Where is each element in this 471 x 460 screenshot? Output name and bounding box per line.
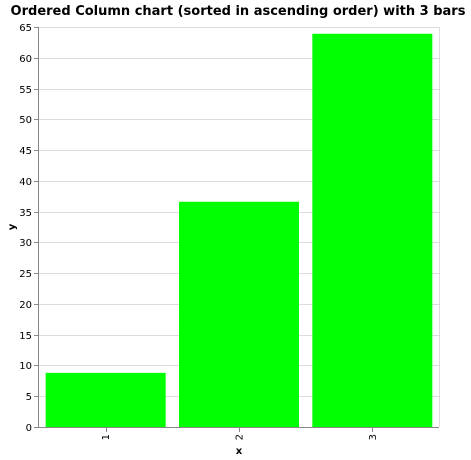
bar-1 — [45, 372, 166, 427]
y-tick-label: 0 — [26, 423, 32, 434]
y-axis-title: y — [7, 223, 18, 230]
y-axis-ticks: 0 5 10 15 20 25 30 35 40 45 50 55 60 65 — [19, 23, 39, 434]
chart-title: Ordered Column chart (sorted in ascendin… — [11, 4, 466, 19]
y-tick-label: 45 — [19, 146, 32, 157]
bars — [45, 33, 433, 428]
y-tick-label: 5 — [26, 392, 32, 403]
bar-2 — [179, 201, 299, 427]
x-tick-label: 3 — [368, 434, 379, 440]
y-tick-label: 30 — [19, 238, 32, 249]
y-tick-label: 60 — [19, 54, 32, 65]
y-tick-label: 20 — [19, 300, 32, 311]
y-tick-label: 25 — [19, 269, 32, 280]
y-tick-label: 15 — [19, 331, 32, 342]
y-tick-label: 35 — [19, 208, 32, 219]
x-tick-label: 1 — [101, 434, 112, 440]
y-tick-label: 10 — [19, 361, 32, 372]
x-axis-ticks: 1 2 3 — [101, 427, 379, 440]
bar-3 — [312, 33, 433, 428]
y-tick-label: 55 — [19, 85, 32, 96]
y-tick-label: 40 — [19, 177, 32, 188]
x-tick-label: 2 — [235, 434, 246, 440]
y-tick-label: 50 — [19, 115, 32, 126]
y-tick-label: 65 — [19, 23, 32, 34]
x-axis-title: x — [236, 446, 243, 457]
